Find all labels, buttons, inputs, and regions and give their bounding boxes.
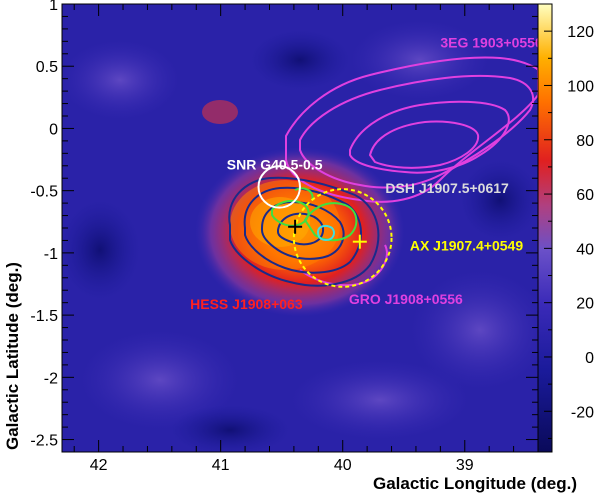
contour-cyan [316,224,335,242]
annotation-label: AX J1907.4+0549 [410,237,523,253]
colorbar-tick-label: 60 [576,187,594,204]
contour-green-c [294,187,314,201]
x-tick-label: 42 [90,457,108,474]
colorbar-tick-label: 80 [576,133,594,150]
colorbar-tick-label: 20 [576,296,594,313]
source-markers [257,165,393,288]
colorbar: 120 100 80 60 40 20 0 -20 [537,3,594,453]
contour-3eg-core [368,120,480,169]
colorbar-tick-label: 0 [585,350,594,367]
y-tick-label: -1 [44,246,58,263]
source-circle [257,165,301,209]
y-tick-label: -1.5 [30,308,58,325]
source-circle [292,188,393,288]
y-tick-label: 1 [49,0,58,14]
contour-3eg-mid [299,74,535,189]
annotation-label: SNR G40.5-0.5 [227,157,323,173]
contour-hess-mid [243,186,362,274]
y-tick-label: -2.5 [30,433,58,450]
annotation-label: DSH J1907.5+0617 [385,180,509,196]
x-tick-label: 40 [334,457,352,474]
contour-hess-core [277,212,324,246]
annotation-label: GRO J1908+0556 [349,291,463,307]
x-axis-ticks: 42 41 40 39 [73,4,515,474]
contour-hess-outer [228,176,380,287]
colorbar-tick-label: 100 [567,78,594,95]
annotations: 3EG 1903+0550 SNR G40.5-0.5 DSH J1907.5+06… [190,35,543,312]
y-tick-label: -0.5 [30,184,58,201]
colorbar-ticks: 120 100 80 60 40 20 0 -20 [544,24,594,439]
annotation-label: HESS J1908+063 [190,296,303,312]
colorbar-tick-label: -20 [571,404,594,421]
colorbar-tick-label: 120 [567,24,594,41]
heatmap-plot [62,4,538,452]
colorbar-gradient [538,4,552,452]
annotation-label: 3EG 1903+0550 [440,35,543,51]
x-axis-label: Galactic Longitude (deg.) [373,474,577,493]
y-axis-ticks: 1 0.5 0 -0.5 -1 -1.5 -2 -2.5 [30,0,538,453]
y-tick-label: -2 [44,370,58,387]
background-blobs [62,20,538,452]
contour-hess-inner [261,200,345,260]
y-axis-label: Galactic Latitude (deg.) [3,262,22,450]
x-tick-label: 41 [212,457,230,474]
y-tick-label: 0 [49,121,58,138]
y-tick-label: 0.5 [36,59,58,76]
contour-3eg-inner [349,100,510,174]
x-tick-label: 39 [456,457,474,474]
colorbar-tick-label: 40 [576,241,594,258]
